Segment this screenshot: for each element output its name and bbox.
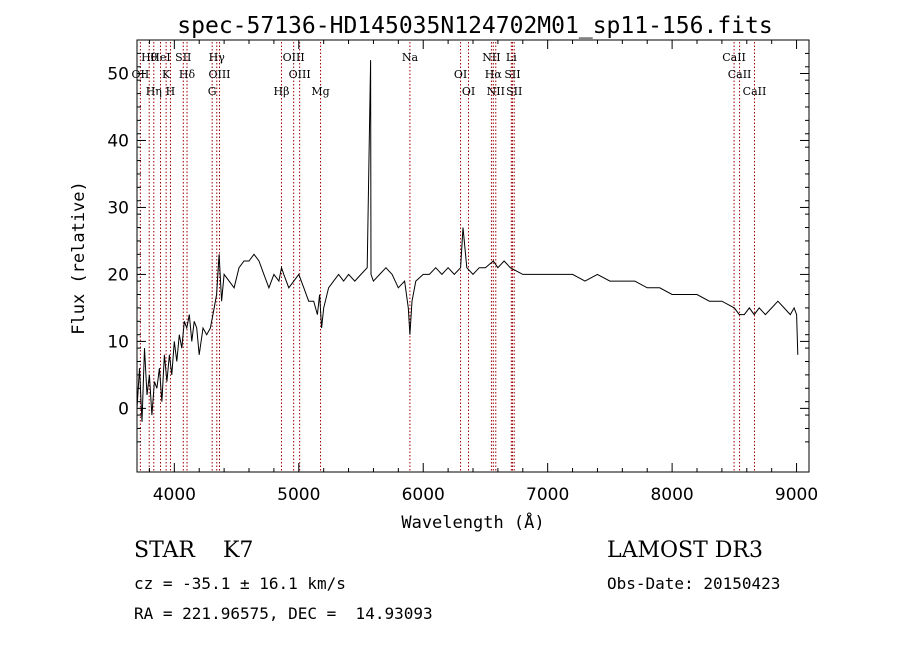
x-tick-label: 7000 <box>526 485 569 505</box>
spectral-line-label: Hβ <box>274 85 290 98</box>
survey-name: LAMOST DR3 <box>607 538 763 563</box>
spectral-line-label: CaII <box>728 68 752 81</box>
x-tick-label: 8000 <box>650 485 693 505</box>
redshift-velocity: cz = -35.1 ± 16.1 km/s <box>134 574 346 593</box>
spectral-line-label: OIII <box>283 51 305 64</box>
spectral-line-label: K <box>162 68 171 81</box>
x-axis-label: Wavelength (Å) <box>401 511 544 533</box>
spectral-line-label: Hγ <box>209 51 226 64</box>
x-axis-ticks: 4000 5000 6000 7000 8000 9000 <box>148 40 818 505</box>
spectral-line-label: H <box>166 85 176 98</box>
spectral-line-label: NII <box>482 51 500 64</box>
y-tick-label: 40 <box>107 131 129 151</box>
x-tick-label: 6000 <box>402 485 445 505</box>
spectral-line-label: Hα <box>485 68 503 81</box>
spectral-line-label: OI <box>454 68 467 81</box>
chart-title: spec-57136-HD145035N124702M01_sp11-156.f… <box>177 13 772 39</box>
spectral-line-label: Na <box>402 51 419 64</box>
y-tick-label: 30 <box>107 198 129 218</box>
spectral-line-markers <box>139 42 755 471</box>
spectral-line-label: OIII <box>208 68 230 81</box>
observation-date: Obs-Date: 20150423 <box>607 574 781 593</box>
spectral-line-label: Hδ <box>179 68 196 81</box>
spectral-line-label: NII <box>487 85 505 98</box>
y-tick-label: 20 <box>107 265 129 285</box>
y-axis-ticks: 0 10 20 30 40 50 <box>107 39 809 443</box>
spectral-line-label: OIII <box>289 68 311 81</box>
spectral-line-label: SII <box>175 51 191 64</box>
spectral-line-label: CaII <box>743 85 767 98</box>
spectral-line-label: Hθ <box>141 51 158 64</box>
spectral-line-label: Li <box>506 51 517 64</box>
object-classification: STAR K7 <box>134 538 254 563</box>
y-tick-label: 50 <box>107 64 129 84</box>
spectral-line-label: OII <box>132 68 150 81</box>
spectral-line-label: SII <box>504 68 520 81</box>
spectral-line-labels: HθOIIHηHeIKHSIIHδGHγOIIIHβOIIIOIIIMgNaOI… <box>132 51 767 98</box>
spectral-line-label: G <box>208 85 217 98</box>
y-tick-label: 10 <box>107 332 129 352</box>
spectral-line-label: Hη <box>146 85 162 98</box>
y-axis-label: Flux (relative) <box>69 181 89 335</box>
plot-frame <box>136 39 810 473</box>
x-tick-label: 9000 <box>775 485 818 505</box>
spectral-line-label: OI <box>462 85 475 98</box>
coordinates: RA = 221.96575, DEC = 14.93093 <box>134 604 433 623</box>
spectral-line-label: SII <box>506 85 522 98</box>
spectrum-series-line <box>136 60 799 422</box>
x-tick-label: 4000 <box>153 485 196 505</box>
x-tick-label: 5000 <box>277 485 320 505</box>
spectral-line-label: HeI <box>150 51 170 64</box>
y-tick-label: 0 <box>118 399 129 419</box>
spectral-line-label: Mg <box>311 85 329 98</box>
spectral-line-label: CaII <box>722 51 746 64</box>
